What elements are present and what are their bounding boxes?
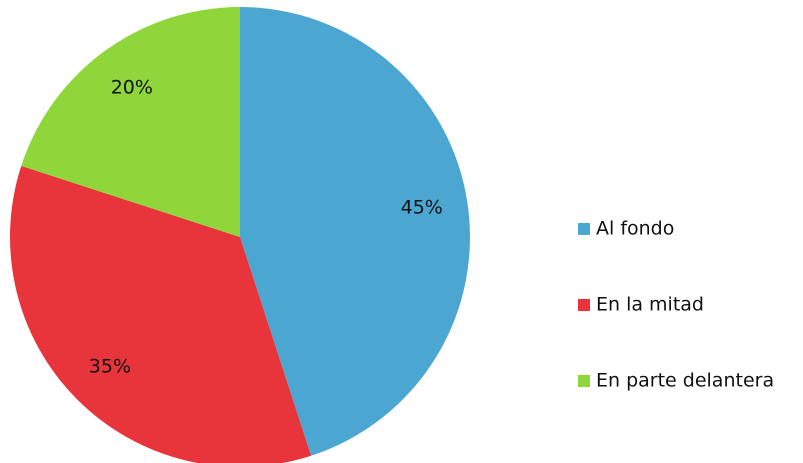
legend-label: Al fondo (596, 218, 674, 240)
pie-slice (10, 165, 312, 463)
pie-slice (21, 7, 240, 237)
legend-label: En la mitad (596, 294, 704, 316)
legend-swatch (578, 299, 590, 311)
slice-label: 45% (401, 197, 443, 219)
pie-slice (240, 7, 470, 456)
slice-label: 35% (89, 356, 131, 378)
legend-label: En parte delantera (596, 370, 774, 392)
legend-swatch (578, 223, 590, 235)
legend-swatch (578, 375, 590, 387)
slice-label: 20% (111, 77, 153, 99)
